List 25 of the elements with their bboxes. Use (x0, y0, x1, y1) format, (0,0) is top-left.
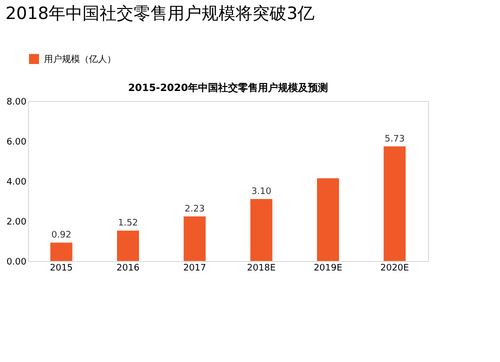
y-tick-label: 0.00 (6, 258, 27, 268)
bar (384, 146, 406, 261)
x-tick-label: 2015 (50, 264, 73, 274)
chart-subtitle: 2015-2020年中国社交零售用户规模及预测 (128, 82, 328, 94)
bar (184, 216, 206, 261)
text: 0.92 (51, 230, 72, 241)
text: 5.73 (384, 134, 405, 144)
y-tick-label: 6.00 (6, 138, 27, 148)
x-tick-label: 2017 (183, 264, 206, 274)
y-tick-label: 4.00 (6, 178, 27, 188)
y-tick-label: 8.00 (6, 98, 27, 108)
x-tick-label: 2016 (116, 264, 140, 274)
chart-title: 2018年中国社交零售用户规模将突破3亿 (5, 4, 315, 24)
legend-label: 用户规模（亿人） (44, 54, 116, 65)
bar (117, 230, 139, 261)
text: 1.52 (118, 218, 138, 229)
x-tick-label: 2020E (380, 264, 410, 274)
bar (317, 178, 339, 261)
bar (50, 242, 72, 261)
text: 2.23 (184, 204, 205, 214)
y-tick-label: 2.00 (6, 218, 27, 228)
text: 3.10 (251, 187, 272, 197)
x-tick-label: 2019E (314, 264, 343, 274)
bar (250, 199, 272, 261)
x-tick-label: 2018E (247, 264, 276, 274)
